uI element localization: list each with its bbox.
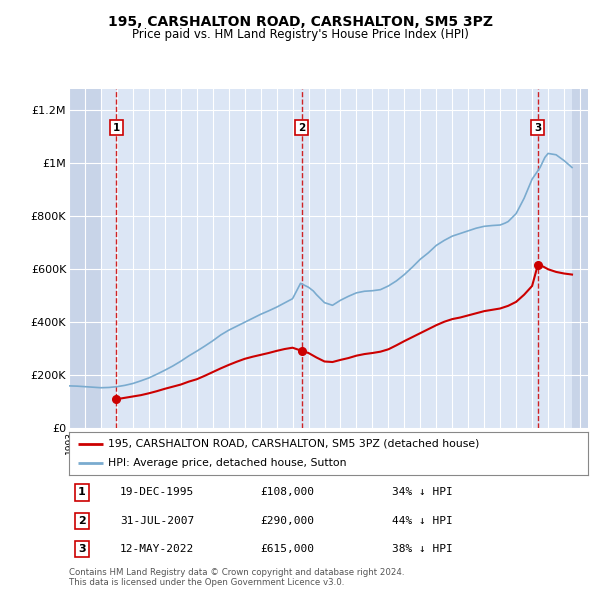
Text: 12-MAY-2022: 12-MAY-2022 bbox=[120, 544, 194, 554]
Text: 44% ↓ HPI: 44% ↓ HPI bbox=[392, 516, 452, 526]
Text: 2: 2 bbox=[298, 123, 305, 133]
Text: 3: 3 bbox=[534, 123, 541, 133]
Text: £615,000: £615,000 bbox=[260, 544, 314, 554]
Text: £290,000: £290,000 bbox=[260, 516, 314, 526]
Bar bbox=[572, 88, 588, 428]
Text: 34% ↓ HPI: 34% ↓ HPI bbox=[392, 487, 452, 497]
Text: 195, CARSHALTON ROAD, CARSHALTON, SM5 3PZ: 195, CARSHALTON ROAD, CARSHALTON, SM5 3P… bbox=[107, 15, 493, 29]
Text: 38% ↓ HPI: 38% ↓ HPI bbox=[392, 544, 452, 554]
Text: Price paid vs. HM Land Registry's House Price Index (HPI): Price paid vs. HM Land Registry's House … bbox=[131, 28, 469, 41]
Bar bbox=[69, 88, 101, 428]
Text: 3: 3 bbox=[78, 544, 86, 554]
Text: 195, CARSHALTON ROAD, CARSHALTON, SM5 3PZ (detached house): 195, CARSHALTON ROAD, CARSHALTON, SM5 3P… bbox=[108, 439, 479, 449]
Text: Contains HM Land Registry data © Crown copyright and database right 2024.
This d: Contains HM Land Registry data © Crown c… bbox=[69, 568, 404, 587]
Text: 1: 1 bbox=[78, 487, 86, 497]
Text: 2: 2 bbox=[78, 516, 86, 526]
Text: 19-DEC-1995: 19-DEC-1995 bbox=[120, 487, 194, 497]
Text: £108,000: £108,000 bbox=[260, 487, 314, 497]
Text: 1: 1 bbox=[113, 123, 120, 133]
Text: HPI: Average price, detached house, Sutton: HPI: Average price, detached house, Sutt… bbox=[108, 458, 346, 468]
Text: 31-JUL-2007: 31-JUL-2007 bbox=[120, 516, 194, 526]
